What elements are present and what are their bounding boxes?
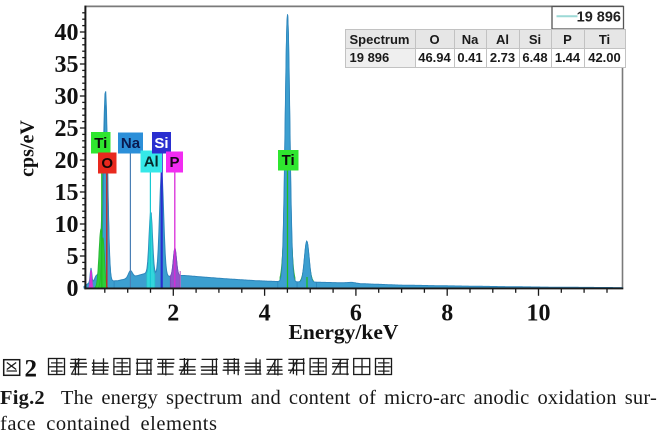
- svg-text:Al: Al: [144, 154, 159, 171]
- svg-text:Na: Na: [121, 135, 141, 152]
- svg-text:19 896: 19 896: [577, 10, 621, 26]
- svg-text:10: 10: [55, 212, 79, 238]
- svg-text:P: P: [169, 154, 179, 171]
- svg-text:Ti: Ti: [282, 152, 295, 169]
- svg-text:10: 10: [527, 301, 551, 327]
- svg-text:4: 4: [259, 301, 271, 327]
- svg-text:40: 40: [55, 20, 79, 46]
- svg-text:Energy/keV: Energy/keV: [289, 320, 399, 344]
- svg-text:5: 5: [67, 244, 79, 270]
- svg-text:8: 8: [441, 301, 453, 327]
- svg-text:15: 15: [55, 180, 79, 206]
- svg-text:O: O: [101, 155, 113, 172]
- svg-text:25: 25: [55, 116, 79, 142]
- svg-text:cps/eV: cps/eV: [17, 120, 39, 177]
- svg-text:2: 2: [25, 356, 38, 383]
- svg-text:Si: Si: [154, 135, 168, 152]
- svg-text:35: 35: [55, 52, 79, 78]
- svg-text:30: 30: [55, 84, 79, 110]
- svg-text:6: 6: [350, 301, 362, 327]
- svg-text:Ti: Ti: [94, 135, 107, 152]
- svg-text:2: 2: [167, 301, 179, 327]
- svg-text:0: 0: [67, 276, 79, 302]
- svg-text:20: 20: [55, 148, 79, 174]
